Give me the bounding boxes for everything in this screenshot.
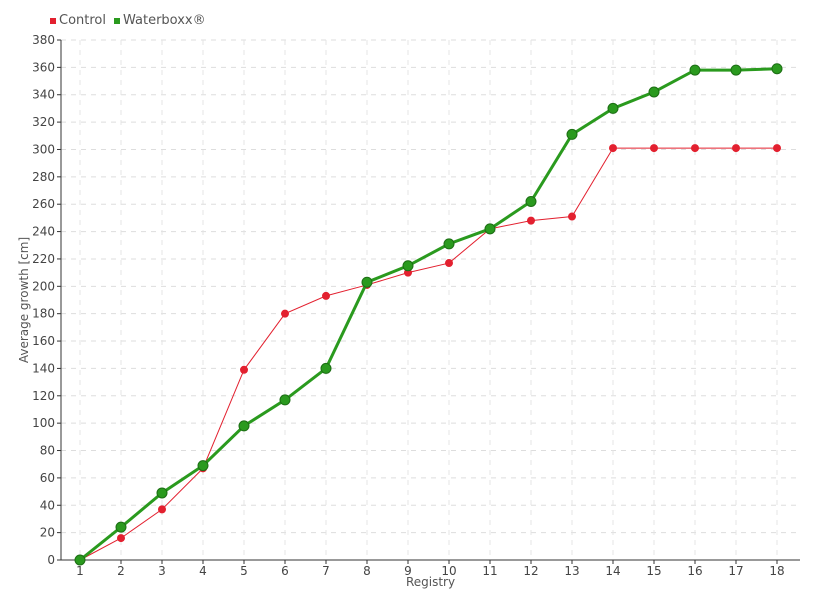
x-tick-label: 1 — [76, 564, 84, 578]
data-point[interactable] — [691, 144, 699, 153]
x-axis-ticks: 1 2 3 4 5 6 7 8 9 10 11 12 13 14 15 16 17 18 — [76, 560, 785, 578]
y-tick-label: 160 — [32, 334, 55, 348]
x-tick-label: 8 — [363, 564, 371, 578]
data-point[interactable] — [648, 86, 660, 98]
data-point[interactable] — [525, 195, 537, 207]
data-series — [74, 63, 783, 566]
legend-item-waterboxx[interactable]: Waterboxx® — [114, 13, 206, 28]
y-tick-label: 100 — [32, 416, 55, 430]
data-point[interactable] — [732, 144, 740, 153]
data-point[interactable] — [117, 534, 125, 543]
y-tick-label: 120 — [32, 389, 55, 403]
data-point[interactable] — [281, 309, 289, 318]
x-tick-label: 15 — [646, 564, 661, 578]
x-tick-label: 4 — [199, 564, 207, 578]
data-point[interactable] — [771, 63, 783, 75]
chart-legend: Control Waterboxx® — [50, 13, 206, 28]
data-point[interactable] — [607, 102, 619, 114]
y-tick-label: 300 — [32, 142, 55, 156]
data-point[interactable] — [322, 291, 330, 300]
y-tick-label: 280 — [32, 170, 55, 184]
y-tick-label: 260 — [32, 197, 55, 211]
x-tick-label: 16 — [687, 564, 702, 578]
data-point[interactable] — [320, 362, 332, 374]
data-point[interactable] — [240, 365, 248, 374]
y-axis-label: Average growth [cm] — [17, 237, 31, 363]
data-point[interactable] — [527, 216, 535, 225]
data-point[interactable] — [566, 128, 578, 140]
series-line — [79, 147, 777, 561]
legend-swatch-waterboxx — [114, 17, 120, 24]
x-tick-label: 11 — [482, 564, 497, 578]
y-tick-label: 320 — [32, 115, 55, 129]
data-point[interactable] — [568, 212, 576, 221]
y-tick-label: 140 — [32, 361, 55, 375]
data-point[interactable] — [402, 260, 414, 272]
data-point[interactable] — [730, 64, 742, 76]
x-tick-label: 7 — [322, 564, 330, 578]
y-tick-label: 80 — [40, 444, 55, 458]
legend-label-waterboxx: Waterboxx® — [123, 13, 206, 28]
x-tick-label: 3 — [158, 564, 166, 578]
x-tick-label: 18 — [769, 564, 784, 578]
x-tick-label: 12 — [523, 564, 538, 578]
data-point[interactable] — [609, 144, 617, 153]
x-tick-label: 5 — [240, 564, 248, 578]
x-tick-label: 9 — [404, 564, 412, 578]
data-point[interactable] — [773, 144, 781, 153]
series-waterboxx — [74, 63, 783, 566]
x-tick-label: 10 — [441, 564, 456, 578]
x-axis-label: Registry — [406, 575, 455, 589]
y-tick-label: 20 — [40, 526, 55, 540]
x-tick-label: 17 — [728, 564, 743, 578]
data-point[interactable] — [74, 554, 86, 566]
y-tick-label: 60 — [40, 471, 55, 485]
data-point[interactable] — [650, 144, 658, 153]
data-point[interactable] — [445, 259, 453, 268]
legend-label-control: Control — [59, 13, 106, 28]
data-point[interactable] — [158, 505, 166, 514]
y-tick-label: 40 — [40, 498, 55, 512]
data-point[interactable] — [156, 487, 168, 499]
data-point[interactable] — [238, 420, 250, 432]
grid-lines — [61, 39, 800, 560]
data-point[interactable] — [197, 460, 209, 472]
axes — [60, 40, 800, 561]
series-control — [76, 144, 781, 564]
x-tick-label: 2 — [117, 564, 125, 578]
y-tick-label: 200 — [32, 279, 55, 293]
data-point[interactable] — [361, 276, 373, 288]
data-point[interactable] — [115, 521, 127, 533]
data-point[interactable] — [689, 64, 701, 76]
y-tick-label: 360 — [32, 60, 55, 74]
data-point[interactable] — [443, 238, 455, 250]
y-tick-label: 380 — [32, 33, 55, 47]
x-tick-label: 14 — [605, 564, 620, 578]
y-tick-label: 180 — [32, 307, 55, 321]
data-point[interactable] — [279, 394, 291, 406]
y-axis-ticks: 0 20 40 60 80 100 120 140 160 180 200 220 240 260 280 3… — [32, 33, 61, 567]
series-line — [79, 67, 778, 562]
y-tick-label: 220 — [32, 252, 55, 266]
y-tick-label: 240 — [32, 225, 55, 239]
y-tick-label: 340 — [32, 88, 55, 102]
legend-item-control[interactable]: Control — [50, 13, 106, 28]
x-tick-label: 6 — [281, 564, 289, 578]
y-tick-label: 0 — [47, 553, 55, 567]
legend-swatch-control — [50, 17, 56, 24]
x-tick-label: 13 — [564, 564, 579, 578]
data-point[interactable] — [484, 223, 496, 235]
